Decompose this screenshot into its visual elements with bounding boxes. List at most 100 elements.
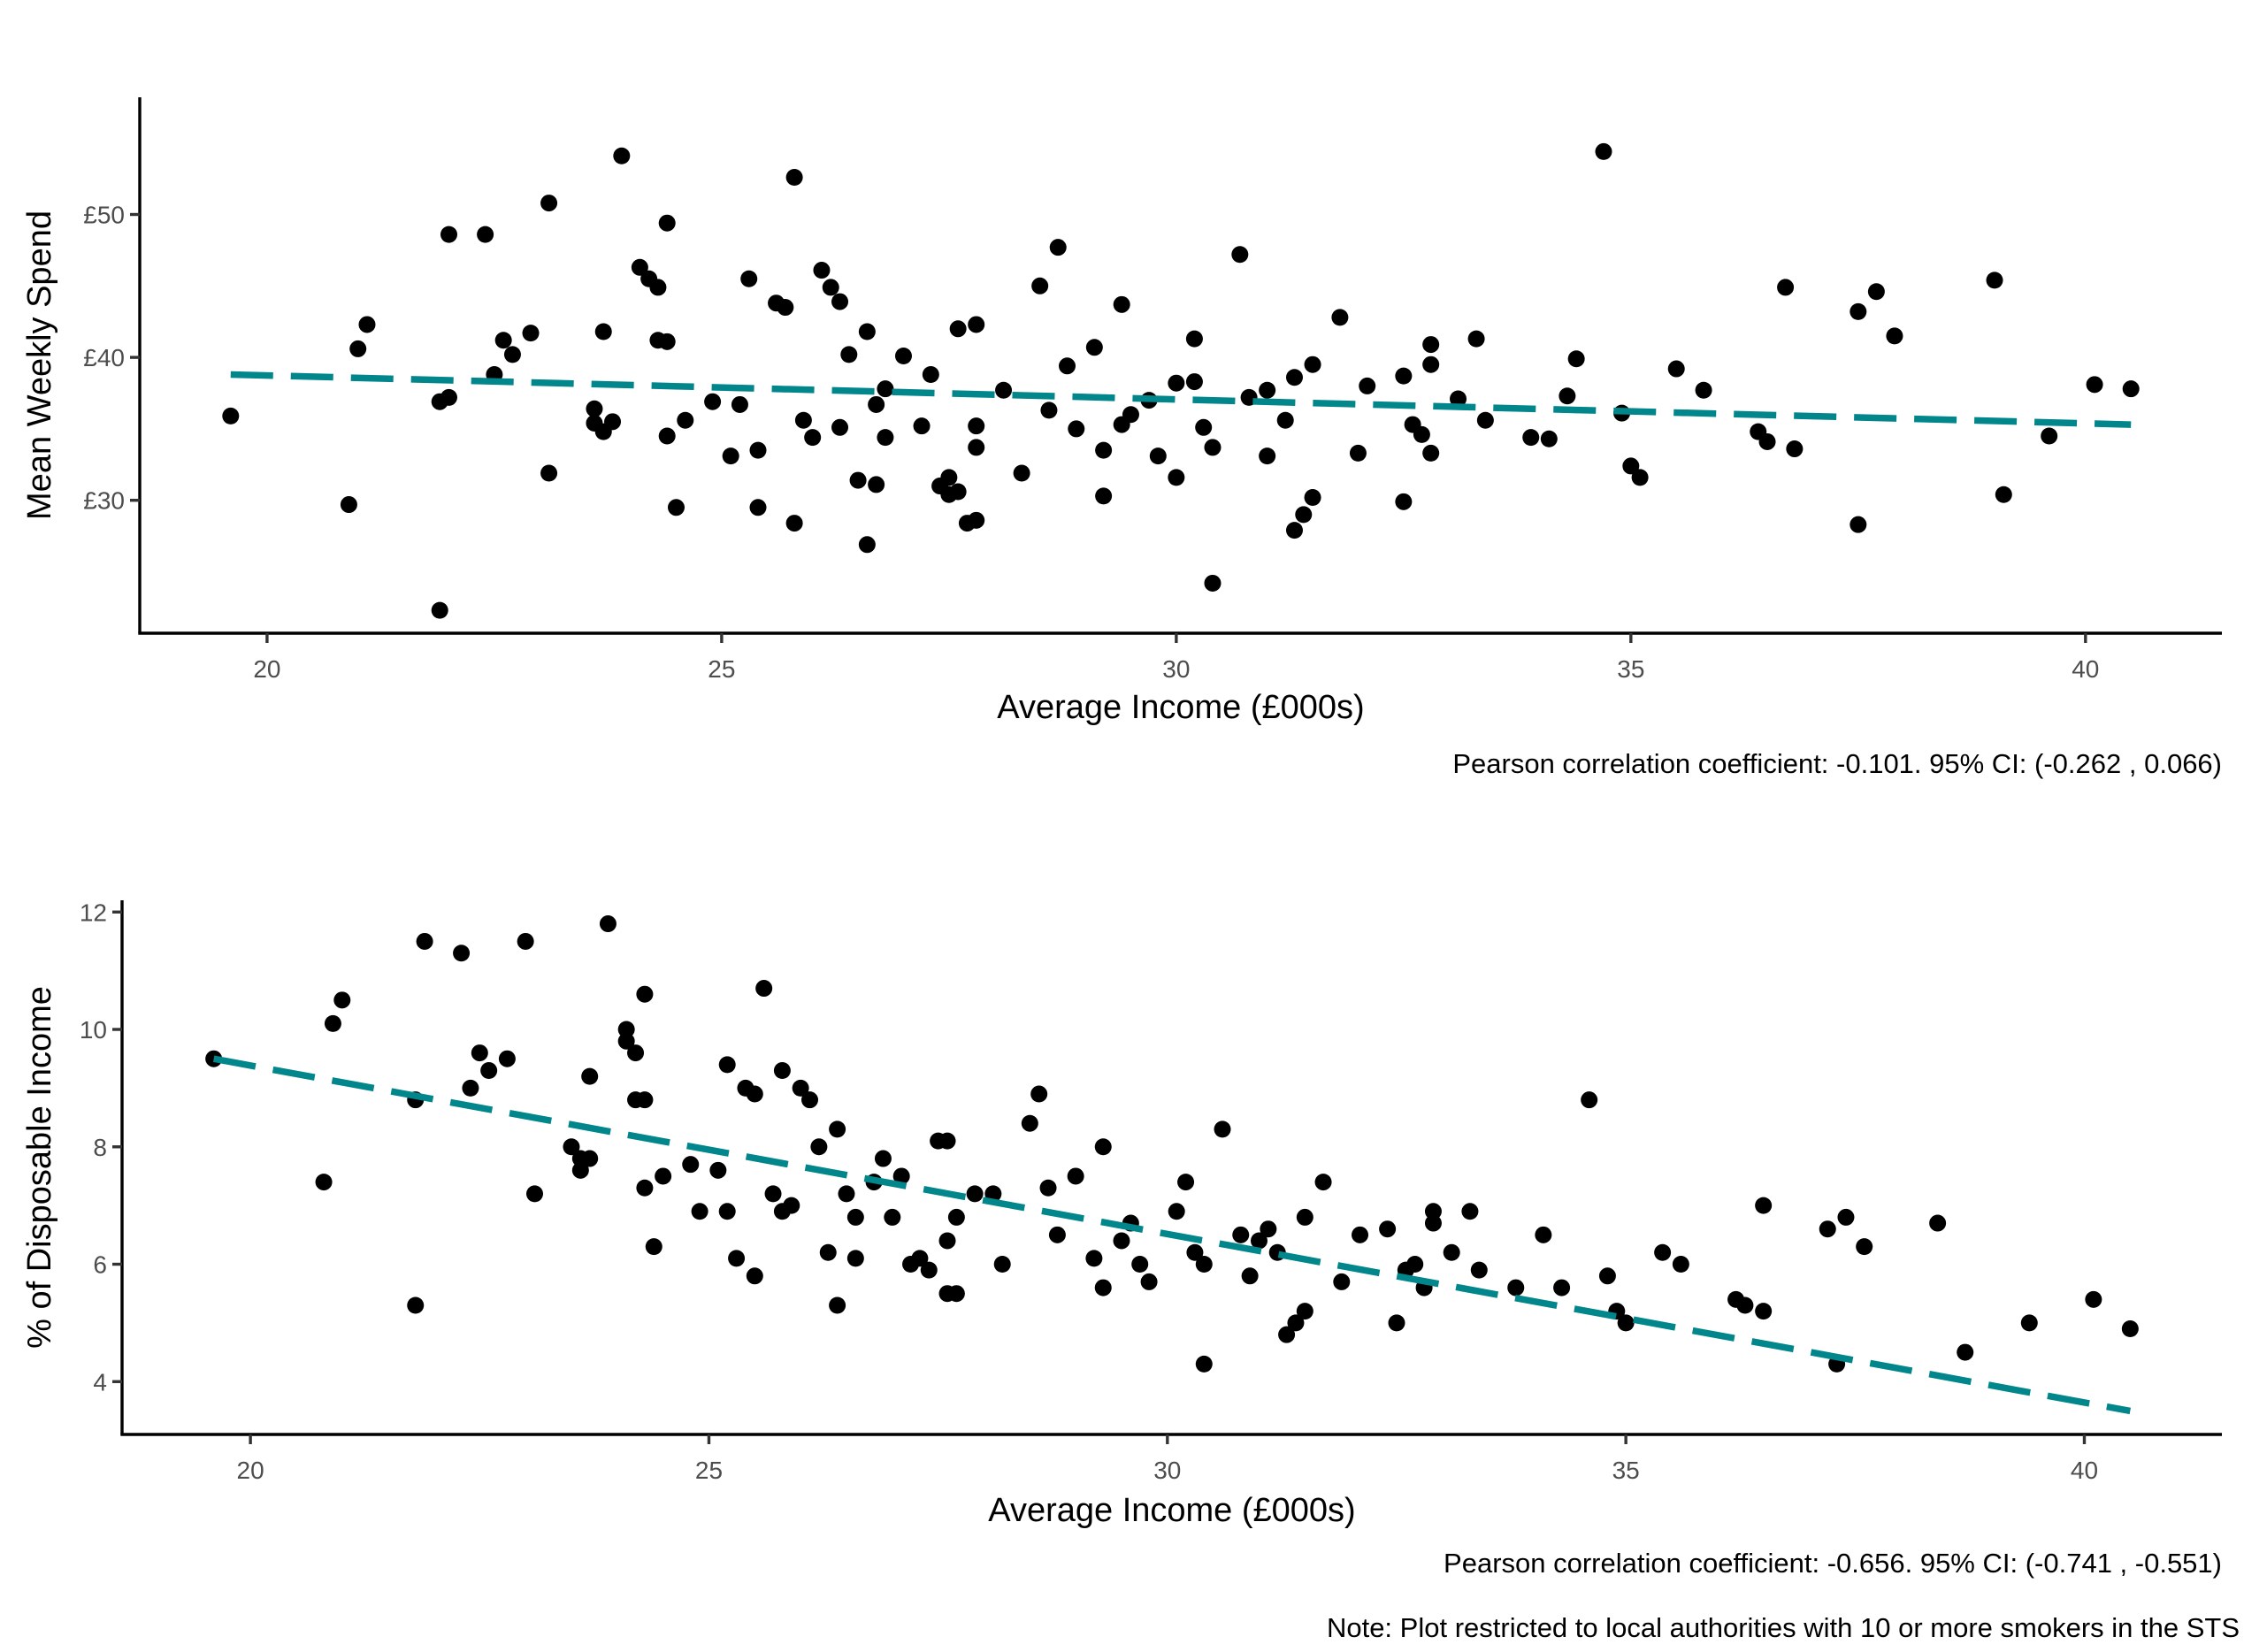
data-point (1631, 469, 1649, 486)
data-point (1049, 239, 1067, 256)
data-point (1314, 1174, 1332, 1191)
x-tick-label: 20 (237, 1457, 264, 1484)
data-point (1617, 1314, 1635, 1332)
data-point (1067, 1167, 1084, 1185)
data-point (968, 439, 985, 456)
data-point (1113, 1232, 1130, 1250)
data-point (1379, 1220, 1397, 1238)
data-point (649, 279, 667, 296)
data-point (645, 1238, 662, 1256)
data-point (1450, 390, 1467, 408)
data-point (627, 1044, 645, 1062)
data-point (1149, 447, 1167, 465)
data-point (838, 1185, 855, 1203)
x-tick-label: 40 (2071, 1457, 2098, 1484)
data-point (658, 427, 676, 445)
data-point (1507, 1279, 1525, 1296)
data-point (1260, 1220, 1277, 1238)
data-point (1850, 516, 1867, 533)
data-point (1168, 469, 1185, 486)
data-point (892, 1167, 910, 1185)
data-point (1736, 1296, 1754, 1314)
data-point (1559, 387, 1576, 405)
data-point (938, 1132, 956, 1150)
data-point (440, 226, 458, 243)
data-point (749, 441, 767, 459)
data-point (819, 1243, 837, 1261)
data-point (1030, 1085, 1048, 1103)
data-point (617, 1032, 635, 1050)
data-point (1395, 493, 1413, 510)
data-point (846, 1250, 864, 1267)
data-point (940, 469, 958, 486)
data-point (1359, 377, 1376, 394)
data-point (722, 447, 739, 465)
data-point (1422, 356, 1440, 373)
data-point (1388, 1314, 1405, 1332)
data-point (993, 1256, 1011, 1273)
data-point (431, 601, 448, 619)
data-point (1553, 1279, 1571, 1296)
data-point (749, 499, 767, 516)
data-point (1278, 1326, 1296, 1343)
data-point (1467, 330, 1485, 348)
data-point (631, 258, 648, 276)
data-point (913, 417, 931, 435)
data-point (471, 1044, 488, 1062)
data-point (995, 381, 1013, 399)
data-point (1195, 1355, 1213, 1373)
x-tick-label: 30 (1162, 655, 1190, 683)
data-point (1285, 522, 1303, 539)
data-point (1094, 1279, 1112, 1296)
data-point (746, 1085, 763, 1103)
data-point (517, 932, 534, 950)
data-point (718, 1056, 736, 1074)
data-point (858, 536, 876, 554)
data-point (1443, 1243, 1460, 1261)
x-tick-label: 25 (695, 1457, 723, 1484)
x-tick-label: 35 (1617, 655, 1644, 683)
scatter-points (205, 915, 2139, 1373)
data-point (324, 1014, 341, 1032)
data-point (1856, 1238, 1873, 1256)
data-point (801, 1091, 819, 1109)
data-point (1819, 1220, 1836, 1238)
data-point (731, 395, 748, 413)
data-point (1995, 486, 2012, 503)
x-tick-label: 25 (708, 655, 735, 683)
data-point (1021, 1114, 1038, 1132)
data-point (746, 1267, 763, 1285)
data-point (1204, 574, 1222, 592)
data-point (911, 1250, 929, 1267)
data-point (540, 195, 558, 212)
data-point (1395, 367, 1413, 385)
data-point (1039, 1179, 1057, 1197)
data-point (1304, 488, 1321, 506)
data-point (922, 366, 939, 384)
data-point (636, 1179, 654, 1197)
data-point (1535, 1226, 1552, 1243)
y-axis-title: % of Disposable Income (21, 986, 58, 1349)
data-point (571, 1161, 589, 1179)
data-point (407, 1296, 425, 1314)
figure-note: Note: Plot restricted to local authoriti… (1327, 1612, 2240, 1643)
data-point (1333, 1273, 1351, 1290)
data-point (682, 1156, 700, 1174)
data-point (604, 413, 622, 431)
data-point (1186, 1243, 1204, 1261)
data-point (1250, 1232, 1268, 1250)
y-axis-ticks: 4 6 8 10 12 (80, 899, 122, 1396)
data-point (677, 411, 694, 429)
data-point (581, 1067, 599, 1085)
data-point (2121, 1320, 2139, 1338)
y-tick-label: £30 (83, 487, 125, 515)
data-point (667, 499, 685, 516)
data-point (1296, 1208, 1313, 1226)
y-tick-label: 6 (93, 1251, 107, 1279)
data-point (1755, 1197, 1773, 1214)
data-point (777, 299, 794, 317)
data-point (1131, 1256, 1149, 1273)
data-point (968, 417, 985, 435)
data-point (813, 262, 831, 279)
data-point (1349, 444, 1367, 462)
